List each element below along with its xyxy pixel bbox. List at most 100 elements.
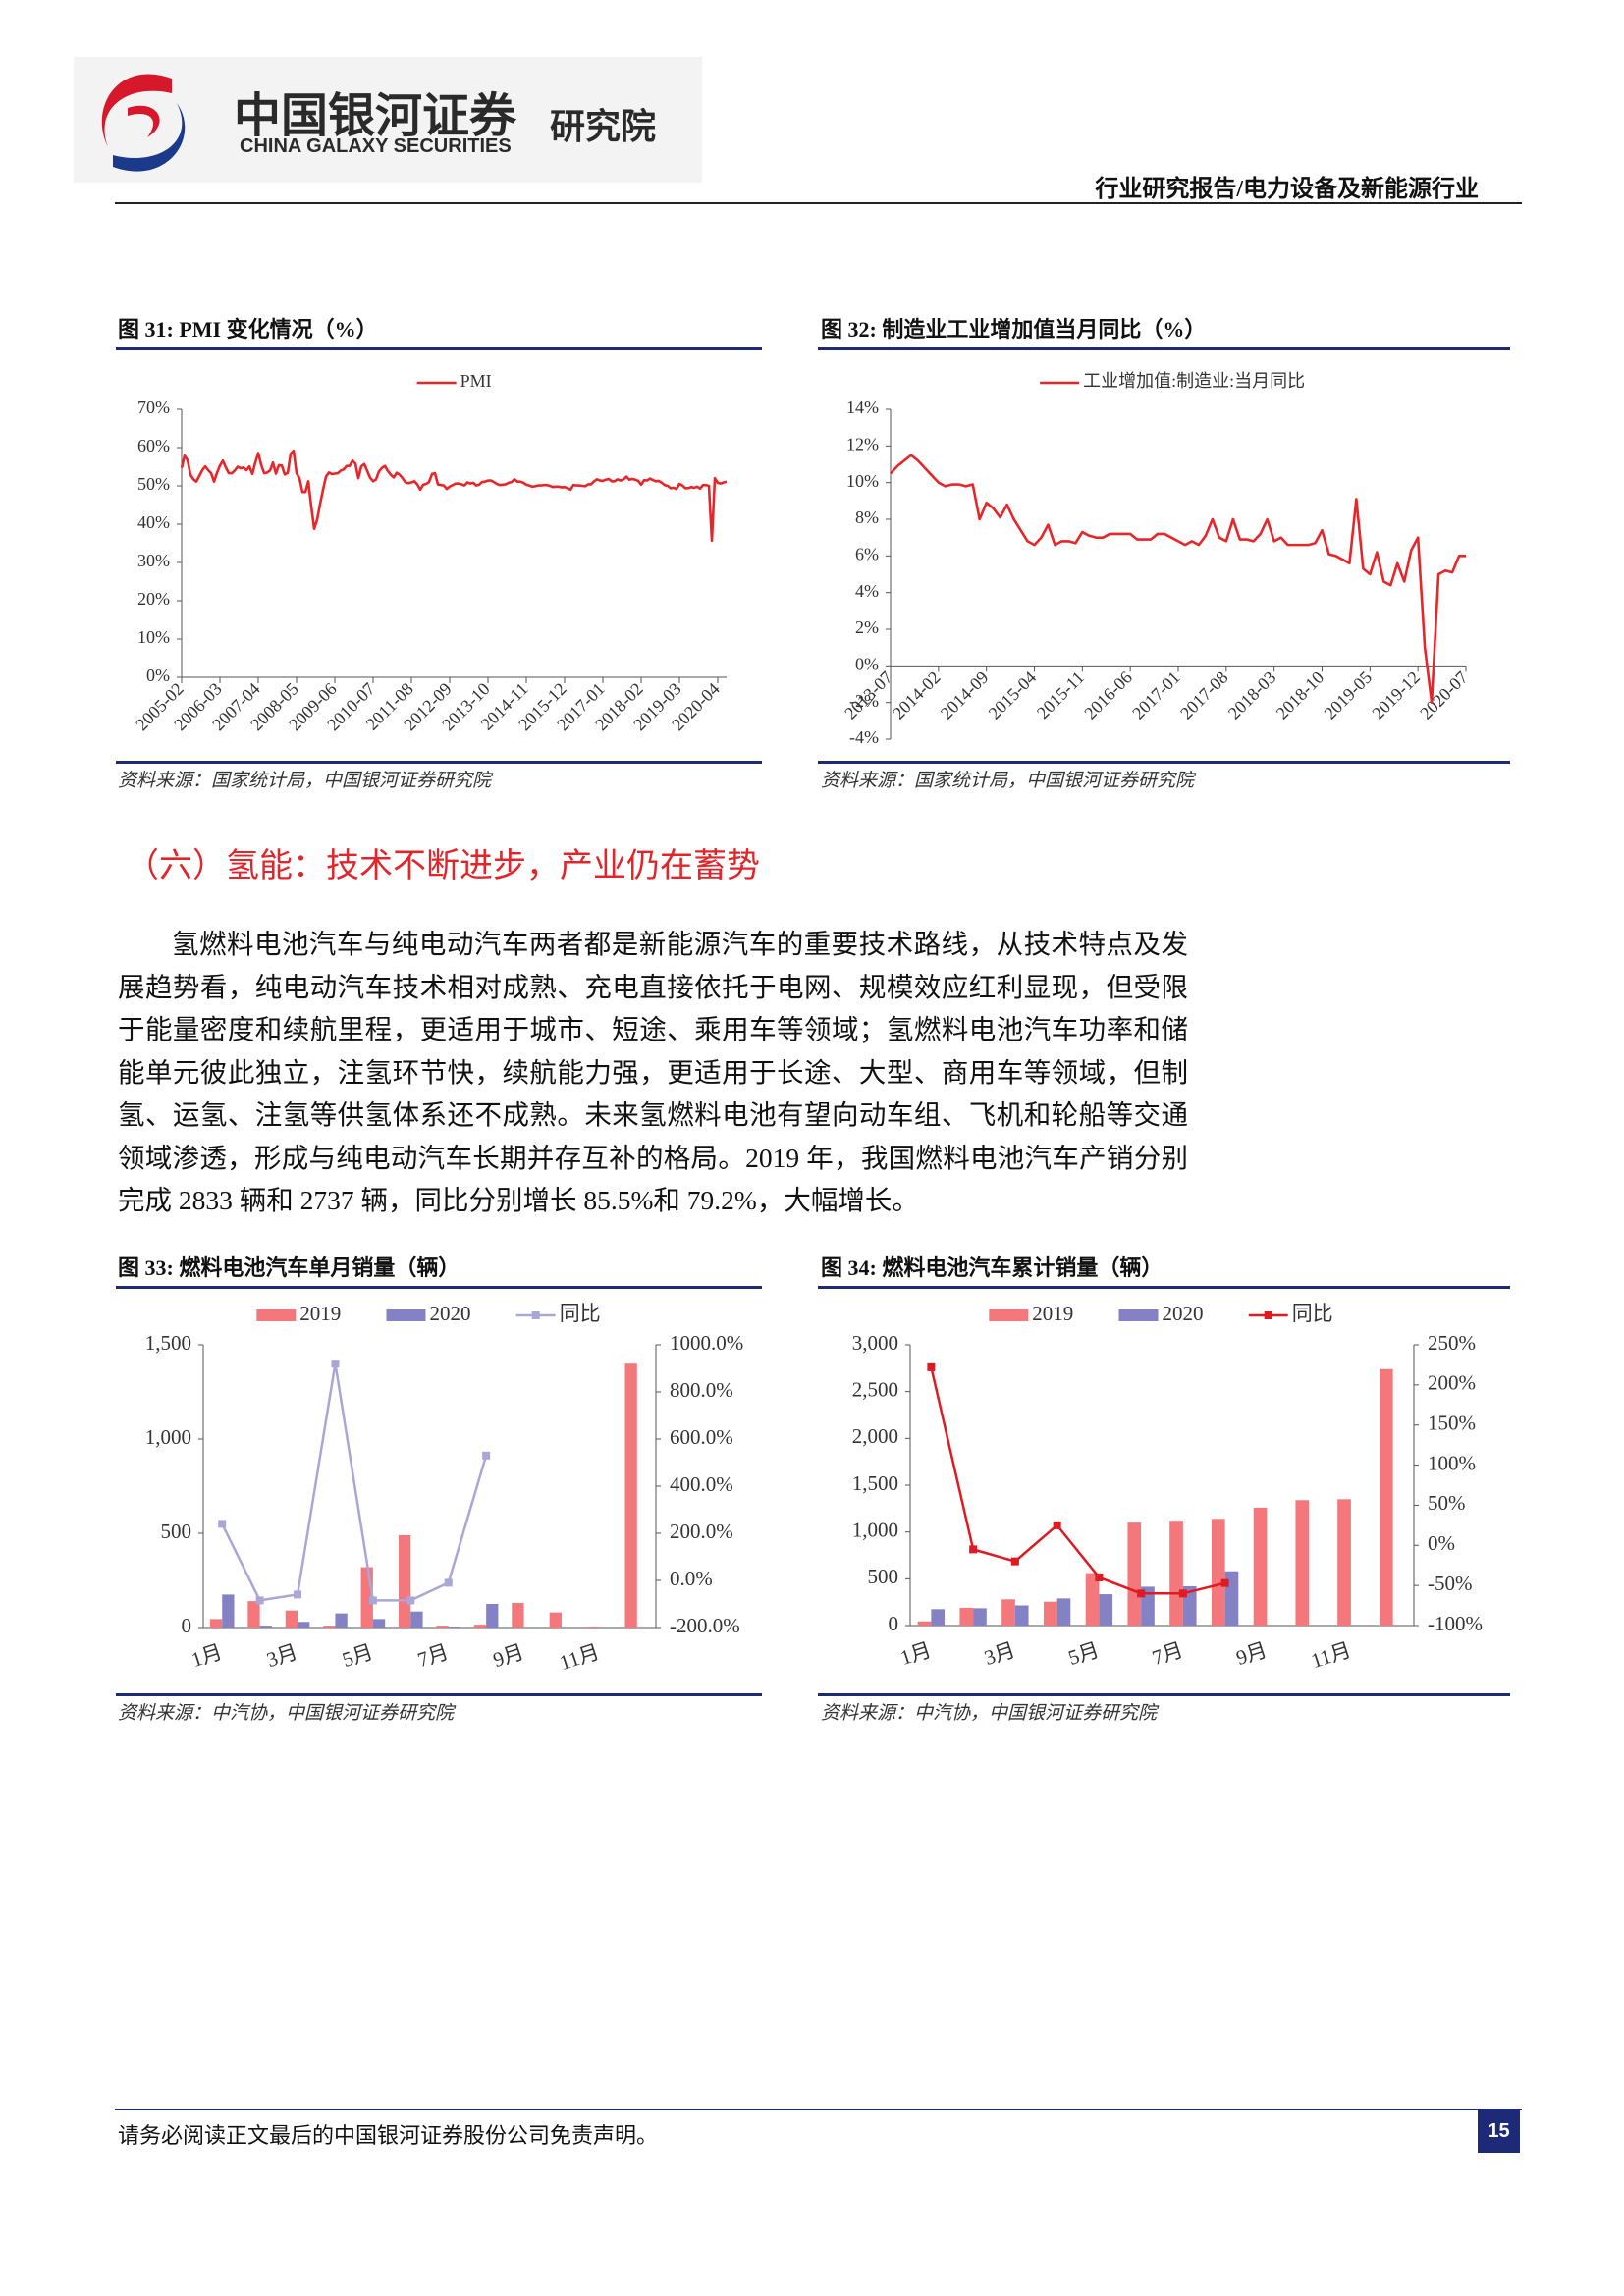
figure-rule	[818, 761, 1510, 764]
logo-swoosh-blue	[113, 103, 186, 172]
line-series	[930, 1366, 1225, 1595]
figure-caption: 图 34: 燃料电池汽车累计销量（辆）	[821, 1255, 1164, 1280]
y-tick-label: 3,000	[852, 1331, 898, 1355]
bar	[285, 1610, 298, 1628]
logo-swoosh-red	[101, 74, 172, 147]
y-tick-label: 50%	[137, 474, 170, 494]
bar	[1014, 1605, 1029, 1626]
x-tick-label: 9月	[1233, 1638, 1270, 1671]
x-tick-label: 7月	[414, 1640, 451, 1673]
y2-tick-label: 0.0%	[670, 1567, 713, 1590]
x-tick-label: 5月	[1065, 1638, 1102, 1671]
figure-rule	[818, 1286, 1510, 1289]
legend-swatch	[989, 1309, 1029, 1321]
bar	[973, 1608, 987, 1626]
y-tick-label: 40%	[137, 512, 170, 532]
x-tick-label: 3月	[982, 1638, 1018, 1671]
header-logo	[74, 57, 1522, 204]
x-tick-label: 2018-10	[1272, 667, 1328, 723]
x-tick-label: 2016-06	[1080, 667, 1136, 723]
y2-tick-label: 0%	[1428, 1531, 1455, 1555]
figure-caption: 图 33: 燃料电池汽车单月销量（辆）	[118, 1255, 460, 1280]
line-marker	[294, 1590, 302, 1599]
y-tick-label: 0	[889, 1612, 899, 1635]
line-marker	[406, 1596, 415, 1605]
bar	[372, 1619, 386, 1628]
y-tick-label: 500	[161, 1520, 192, 1543]
y2-tick-label: 200.0%	[670, 1520, 733, 1543]
y2-tick-label: 600.0%	[670, 1425, 733, 1449]
bar	[1295, 1500, 1310, 1626]
x-tick-label: 1月	[189, 1640, 225, 1673]
x-tick-label: 7月	[1150, 1638, 1186, 1671]
x-tick-label: 2019-12	[1368, 667, 1424, 723]
y-tick-label: 70%	[137, 398, 170, 417]
bar	[587, 1627, 600, 1628]
legend-label: 2020	[430, 1302, 471, 1325]
bar	[1379, 1368, 1393, 1626]
bar	[1085, 1573, 1100, 1626]
figure-rule	[818, 347, 1510, 350]
legend-swatch	[386, 1309, 426, 1321]
bar	[486, 1604, 499, 1628]
figure-rule	[818, 1693, 1510, 1696]
line-marker	[444, 1578, 453, 1587]
y2-tick-label: 800.0%	[670, 1378, 733, 1402]
line-marker	[482, 1451, 491, 1460]
bar	[549, 1612, 562, 1628]
body-paragraph: 氢燃料电池汽车与纯电动汽车两者都是新能源汽车的重要技术路线，从技术特点及发展趋势…	[118, 929, 1188, 1215]
y-tick-label: 20%	[137, 589, 170, 609]
x-tick-label: 2017-08	[1176, 667, 1232, 723]
logo-background	[74, 57, 702, 183]
bar	[398, 1534, 411, 1628]
y-tick-label: 4%	[855, 581, 879, 601]
x-tick-label: 2018-03	[1224, 667, 1280, 723]
y-tick-label: 1,000	[145, 1425, 191, 1449]
bar	[298, 1622, 310, 1628]
legend-label: PMI	[460, 371, 492, 391]
figure-caption: 图 31: PMI 变化情况（%）	[118, 317, 378, 342]
line-marker	[255, 1596, 264, 1605]
y2-tick-label: 150%	[1428, 1412, 1476, 1435]
x-tick-label: 11月	[1308, 1638, 1354, 1674]
bar	[247, 1601, 260, 1628]
bar	[917, 1621, 932, 1626]
logo-swoosh-center	[128, 105, 160, 137]
y-tick-label: 1,500	[852, 1471, 898, 1495]
line-series	[221, 1362, 488, 1602]
line-series	[890, 454, 1466, 704]
figure-rule	[116, 1286, 762, 1289]
line-marker	[1178, 1589, 1187, 1598]
y2-tick-label: 200%	[1428, 1371, 1476, 1395]
bar	[259, 1626, 272, 1628]
bar	[1253, 1507, 1268, 1626]
x-tick-label: 2014-02	[889, 667, 945, 723]
y-tick-label: 12%	[846, 434, 879, 454]
bar	[410, 1611, 423, 1628]
legend-label: 同比	[560, 1302, 601, 1325]
y2-tick-label: 250%	[1428, 1331, 1476, 1355]
y-tick-label: 10%	[846, 471, 879, 491]
footer-disclaimer: 请务必阅读正文最后的中国银河证券股份公司免责声明。	[118, 2123, 659, 2148]
figure-source: 资料来源：国家统计局，中国银河证券研究院	[821, 771, 1195, 791]
x-tick-label: 2019-05	[1321, 667, 1377, 723]
report-type: 行业研究报告/电力设备及新能源行业	[1095, 177, 1479, 202]
line-marker	[368, 1596, 377, 1605]
footer-rule	[115, 2109, 1522, 2110]
y-tick-label: 8%	[855, 507, 879, 527]
bar	[931, 1609, 946, 1626]
x-tick-label: 9月	[490, 1640, 526, 1673]
bar	[1001, 1599, 1015, 1626]
legend-label: 2019	[1032, 1302, 1073, 1325]
legend-swatch	[256, 1309, 297, 1321]
legend-label: 工业增加值:制造业:当月同比	[1083, 371, 1305, 391]
figure-source: 资料来源：中汽协，中国银河证券研究院	[118, 1703, 455, 1724]
bar	[1099, 1594, 1113, 1626]
bar	[335, 1613, 348, 1628]
line-series	[180, 449, 728, 543]
y-tick-label: -2%	[849, 691, 879, 711]
bar	[1127, 1522, 1142, 1626]
y-tick-label: 2,000	[852, 1424, 898, 1448]
line-marker	[1220, 1578, 1229, 1587]
